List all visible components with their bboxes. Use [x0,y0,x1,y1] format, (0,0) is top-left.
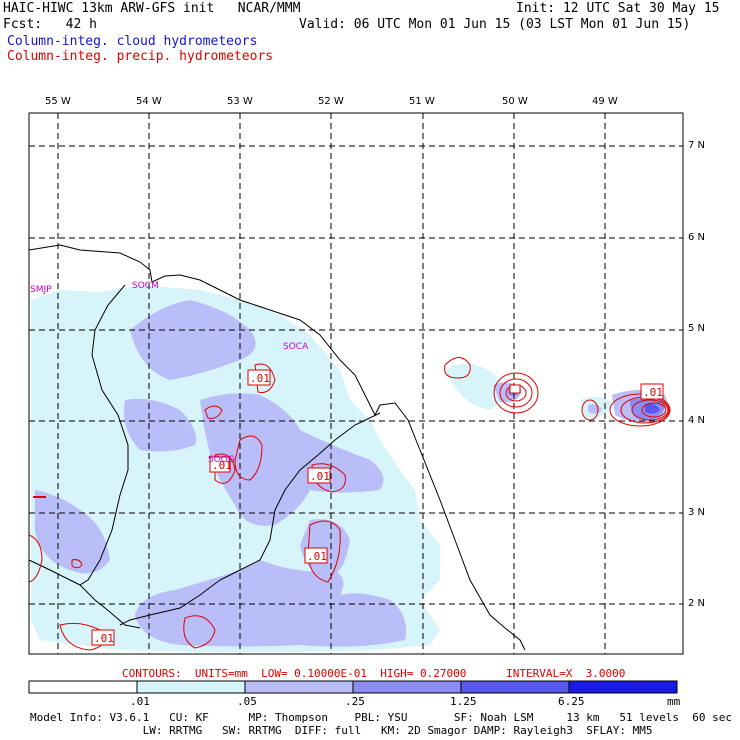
colorbar-label: .01 [130,695,150,708]
field-precip-label: Column-integ. precip. hydrometeors [7,49,274,64]
contour-label: .01 [643,386,663,399]
colorbar-label: 6.25 [558,695,585,708]
lon-label: 54 W [136,96,162,107]
lon-label: 49 W [592,96,618,107]
contour-label: .01 [212,459,232,472]
valid-time: Valid: 06 UTC Mon 01 Jun 15 (03 LST Mon … [299,17,691,32]
lat-lon-grid [29,113,683,654]
contour-label: .01 [250,372,270,385]
init-time: Init: 12 UTC Sat 30 May 15 [516,1,720,16]
lat-label: 4 N [688,415,706,426]
contour-label: .01 [94,632,114,645]
colorbar-unit: mm [667,695,681,708]
station-label: SOCM [132,281,159,291]
contour-info: CONTOURS: UNITS=mm LOW= 0.10000E-01 HIGH… [122,667,626,680]
contour-label-texts: .01 .01 .01 .01 .01 .01 [94,372,663,645]
lat-label: 3 N [688,507,706,518]
station-label: SOOG [208,455,235,465]
contour-label: .01 [310,470,330,483]
station-label: SOCA [283,342,309,352]
header-title: HAIC-HIWC 13km ARW-GFS init NCAR/MMM [3,1,301,16]
cloud-fill-max [645,403,660,414]
colorbar-label: 1.25 [450,695,477,708]
station-label: SMJP [30,285,52,295]
lat-label: 5 N [688,323,706,334]
contour-label-boxes [91,369,664,646]
lon-label: 52 W [318,96,344,107]
lon-label: 53 W [227,96,253,107]
field-cloud-label: Column-integ. cloud hydrometeors [7,34,258,49]
lat-label: 7 N [688,140,706,151]
colorbar-label: .05 [237,695,257,708]
lon-label: 51 W [409,96,435,107]
station-labels: SMJP SOCM SOCA SOOG [30,281,309,465]
lon-label: 50 W [502,96,528,107]
lat-label: 2 N [688,598,706,609]
lon-label: 55 W [45,96,71,107]
coastline [28,244,526,651]
model-info-line2: LW: RRTMG SW: RRTMG DIFF: full KM: 2D Sm… [30,724,653,737]
contour-label: .01 [307,550,327,563]
colorbar-label: .25 [345,695,365,708]
forecast-hour: Fcst: 42 h [3,17,97,32]
map-frame [28,112,684,655]
lat-label: 6 N [688,232,706,243]
colorbar [28,680,678,694]
model-info-line1: Model Info: V3.6.1 CU: KF MP: Thompson P… [30,711,732,724]
